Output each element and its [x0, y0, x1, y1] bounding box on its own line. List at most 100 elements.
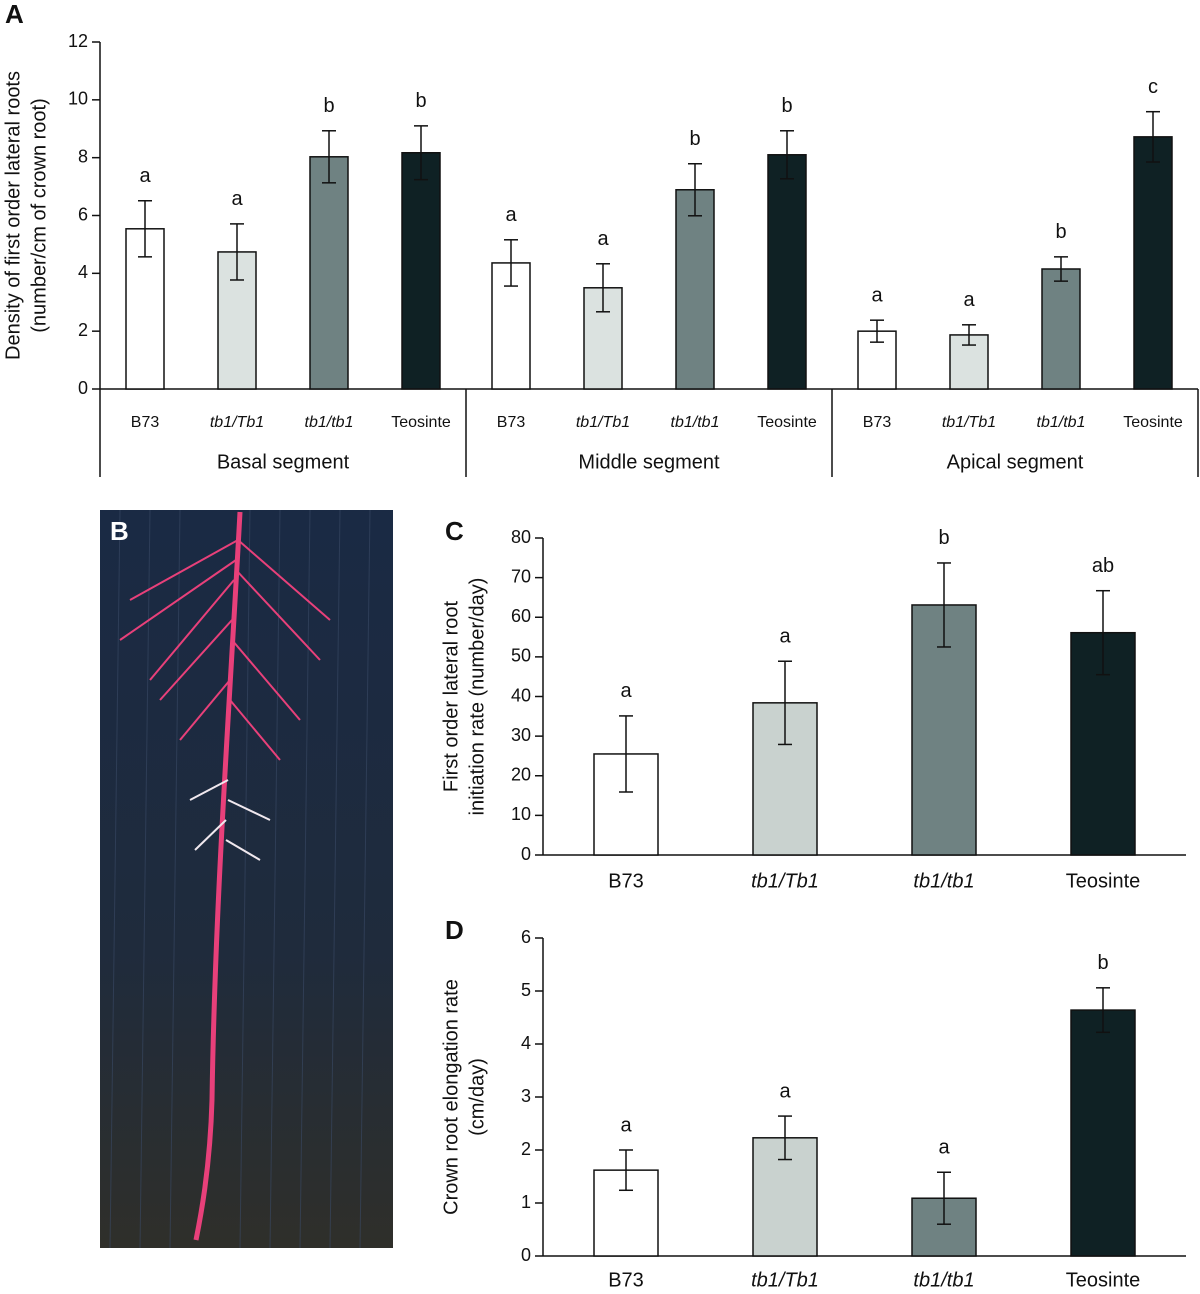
- bar: [752, 702, 818, 856]
- significance-letter: a: [139, 165, 151, 187]
- significance-letter: a: [871, 284, 883, 306]
- error-bar: [688, 162, 702, 217]
- photo-texture: [109, 509, 371, 1249]
- error-bar: [780, 130, 794, 180]
- y-tick-label: 0: [78, 378, 88, 398]
- error-bar: [138, 200, 152, 258]
- significance-letter: a: [963, 289, 975, 311]
- error-bar: [1054, 256, 1068, 282]
- significance-letter: b: [1097, 952, 1108, 974]
- error-bar: [937, 562, 951, 648]
- significance-letter: a: [597, 228, 609, 250]
- y-tick-label: 3: [521, 1086, 531, 1106]
- x-tick-label: B73: [131, 414, 160, 431]
- y-tick-label: 10: [511, 804, 531, 824]
- error-bar: [414, 125, 428, 181]
- error-bar: [937, 1171, 951, 1225]
- y-tick-label: 70: [511, 566, 531, 586]
- error-bar: [596, 263, 610, 313]
- y-axis-label: First order lateral root: [440, 600, 462, 792]
- significance-letter: b: [781, 95, 792, 117]
- error-bar: [1096, 589, 1110, 676]
- x-tick-label: tb1/Tb1: [210, 414, 264, 431]
- significance-letter: a: [779, 1080, 791, 1102]
- x-tick-label: Teosinte: [1066, 1269, 1141, 1291]
- y-tick-label: 10: [68, 89, 88, 109]
- y-tick-label: 6: [78, 204, 88, 224]
- x-tick-label: Teosinte: [1066, 870, 1141, 892]
- significance-letter: a: [231, 188, 243, 210]
- y-tick-label: 40: [511, 685, 531, 705]
- bar: [309, 156, 349, 390]
- photo: B: [100, 509, 393, 1249]
- y-axis-label: initiation rate (number/day): [466, 578, 488, 816]
- y-tick-label: 6: [521, 927, 531, 947]
- x-tick-label: B73: [608, 1269, 644, 1291]
- y-axis-label: Density of first order lateral roots: [2, 71, 24, 360]
- x-tick-label: Teosinte: [757, 414, 817, 431]
- significance-letter: b: [323, 95, 334, 117]
- x-tick-label: B73: [863, 414, 892, 431]
- y-tick-label: 30: [511, 725, 531, 745]
- y-tick-label: 0: [521, 1245, 531, 1265]
- error-bar: [322, 130, 336, 184]
- error-bar: [619, 715, 633, 793]
- significance-letter: b: [689, 128, 700, 150]
- y-axis-label: Crown root elongation rate: [440, 979, 462, 1215]
- significance-letter: b: [1055, 221, 1066, 243]
- y-axis-label: (cm/day): [466, 1058, 488, 1136]
- y-tick-label: 5: [521, 980, 531, 1000]
- error-bar: [870, 319, 884, 343]
- significance-letter: b: [938, 527, 949, 549]
- bar: [401, 152, 441, 390]
- bar: [675, 189, 715, 390]
- x-tick-label: tb1/tb1: [1037, 414, 1086, 431]
- x-tick-label: B73: [497, 414, 526, 431]
- bar: [1041, 268, 1081, 390]
- bar: [767, 154, 807, 390]
- y-tick-label: 60: [511, 606, 531, 626]
- x-tick-label: tb1/tb1: [305, 414, 354, 431]
- group-label: Apical segment: [947, 451, 1084, 473]
- x-tick-label: tb1/tb1: [913, 1269, 974, 1291]
- error-bar: [230, 223, 244, 281]
- error-bar: [1096, 987, 1110, 1034]
- error-bar: [619, 1149, 633, 1192]
- significance-letter: c: [1148, 76, 1158, 98]
- bar: [217, 251, 257, 390]
- photo-background: [100, 510, 393, 1248]
- y-tick-label: 12: [68, 31, 88, 51]
- error-bar: [962, 324, 976, 346]
- y-tick-label: 50: [511, 646, 531, 666]
- x-tick-label: tb1/Tb1: [576, 414, 630, 431]
- y-tick-label: 2: [78, 320, 88, 340]
- y-tick-label: 1: [521, 1192, 531, 1212]
- y-tick-label: 2: [521, 1139, 531, 1159]
- panel-label: A: [5, 0, 24, 29]
- significance-letter: a: [505, 204, 517, 226]
- x-tick-label: Teosinte: [1123, 414, 1183, 431]
- y-tick-label: 4: [78, 262, 88, 282]
- y-axis-label: (number/cm of crown root): [28, 98, 50, 333]
- panel-label: C: [445, 516, 464, 546]
- x-tick-label: Teosinte: [391, 414, 451, 431]
- x-tick-label: tb1/Tb1: [942, 414, 996, 431]
- x-tick-label: tb1/Tb1: [751, 870, 819, 892]
- significance-letter: a: [620, 1114, 632, 1136]
- y-tick-label: 4: [521, 1033, 531, 1053]
- bar: [593, 1169, 659, 1257]
- significance-letter: ab: [1092, 555, 1114, 577]
- x-tick-label: tb1/Tb1: [751, 1269, 819, 1291]
- x-tick-label: tb1/tb1: [913, 870, 974, 892]
- error-bar: [778, 1115, 792, 1161]
- panel-label: B: [110, 516, 129, 546]
- root: [119, 511, 331, 1241]
- significance-letter: b: [415, 90, 426, 112]
- significance-letter: a: [779, 626, 791, 648]
- significance-letter: a: [620, 680, 632, 702]
- group-label: Basal segment: [217, 451, 350, 473]
- x-tick-label: B73: [608, 870, 644, 892]
- error-bar: [1146, 110, 1160, 163]
- y-tick-label: 80: [511, 527, 531, 547]
